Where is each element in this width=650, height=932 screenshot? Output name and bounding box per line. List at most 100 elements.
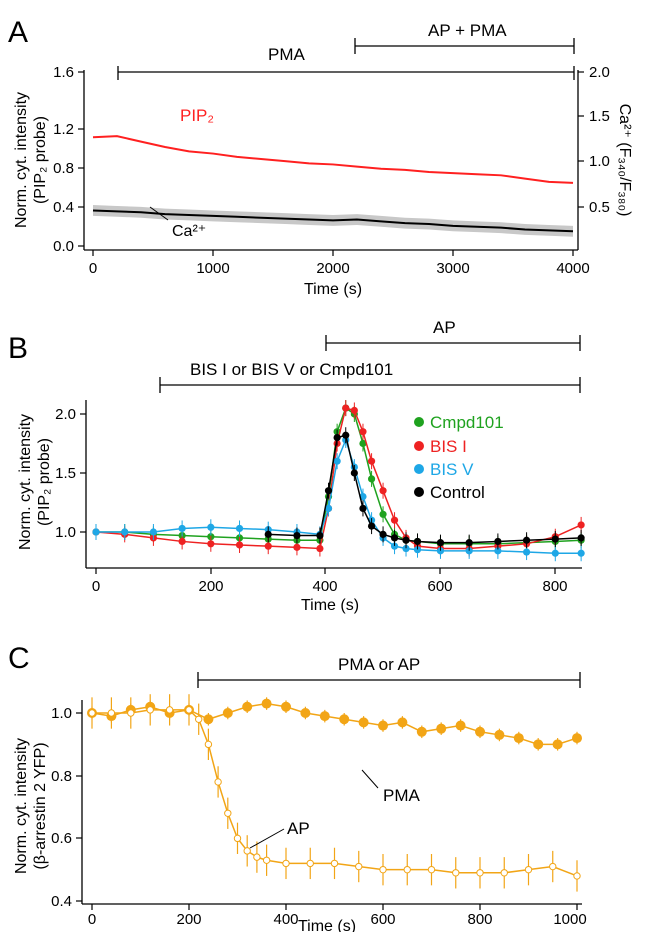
panel-c-point-pma — [358, 717, 369, 728]
panel-c-x-title: Time (s) — [298, 918, 356, 932]
panel-b-xtick-3: 600 — [427, 578, 452, 595]
panel-a-label-pip2: PIP₂ — [180, 106, 214, 125]
panel-c-point-pma — [475, 726, 485, 737]
panel-a-ap-pma-label: AP + PMA — [428, 21, 507, 40]
panel-b-y-title-line1: Norm. cyt. intensity — [17, 414, 34, 550]
panel-b-point-bis-i — [350, 406, 358, 415]
panel-c-xtick-3: 600 — [370, 911, 395, 928]
panel-b-point-control — [316, 531, 324, 540]
panel-c-ytick-3: 1.0 — [51, 705, 72, 722]
panel-b-point-bis-v — [92, 528, 100, 536]
panel-b-point-cmpd101 — [379, 510, 387, 518]
panel-b-point-bis-i — [316, 544, 324, 553]
panel-c-point-ap — [427, 865, 436, 874]
panel-c-point-ap — [195, 715, 203, 723]
legend-label-bis-i: BIS I — [430, 437, 467, 456]
panel-c-point-ap — [88, 709, 96, 717]
panel-c-point-ap — [330, 859, 339, 868]
panel-a-y-ticks-right: 0.5 1.0 1.5 2.0 — [578, 64, 610, 216]
panel-c-point-ap — [282, 859, 290, 868]
panel-c-x-ticks: 0 200 400 600 800 1000 — [88, 904, 587, 928]
panel-b-ytick-1: 1.5 — [55, 465, 76, 482]
legend-marker-bis-i — [414, 441, 424, 451]
panel-b-y-ticks: 1.0 1.5 2.0 — [55, 406, 86, 541]
panel-c-xtick-1: 200 — [176, 911, 201, 928]
panel-a-xtick-0: 0 — [89, 260, 97, 277]
panel-b-point-control — [465, 539, 473, 547]
panel-c-xtick-5: 1000 — [553, 911, 586, 928]
panel-c-letter: C — [8, 642, 30, 675]
panel-b-point-control — [436, 539, 445, 547]
panel-b-point-bis-v — [522, 548, 531, 556]
panel-c-point-pma — [552, 739, 563, 750]
panel-b-ap-label: AP — [433, 318, 456, 337]
panel-b-y-title: Norm. cyt. intensity (PIP₂ probe) — [17, 414, 53, 550]
panel-b-point-bis-v — [178, 524, 186, 533]
panel-c-y-ticks: 0.4 0.6 0.8 1.0 — [51, 705, 82, 910]
panel-c-ytick-1: 0.6 — [51, 830, 72, 847]
panel-b-xtick-4: 800 — [542, 578, 567, 595]
panel-c-point-pma — [455, 720, 466, 731]
panel-c-label-pma: PMA — [383, 786, 421, 805]
panel-a-ytick-right-1: 1.0 — [589, 153, 610, 170]
panel-a-y-ticks: 0.0 0.4 0.8 1.2 1.6 — [53, 64, 84, 255]
panel-b-letter: B — [8, 332, 28, 365]
panel-c-point-ap — [243, 847, 251, 855]
panel-b-point-control — [359, 504, 367, 512]
panel-b-point-bis-i — [293, 543, 301, 551]
panel-c-plot-area — [87, 694, 582, 892]
panel-b-point-bis-i — [367, 457, 376, 465]
panel-a-y-title-right: Ca²⁺ (F₃₄₀/F₃₈₀) — [616, 104, 633, 217]
panel-a-label-ca: Ca²⁺ — [172, 223, 206, 240]
panel-a-ytick-1: 0.4 — [53, 199, 74, 216]
panel-a-ca-pointer — [149, 206, 169, 221]
panel-c-point-ap — [476, 869, 484, 877]
panel-b-point-bis-i — [178, 537, 186, 546]
panel-a-xtick-1: 1000 — [196, 260, 229, 277]
panel-c-point-ap — [214, 778, 222, 786]
panel-c-point-ap — [549, 862, 557, 871]
panel-b-point-bis-v — [121, 528, 129, 536]
panel-b-point-control — [324, 487, 333, 495]
panel-b-point-control — [402, 536, 410, 544]
panel-b-point-control — [293, 531, 301, 540]
panel-c-xtick-2: 400 — [273, 911, 298, 928]
legend-label-control: Control — [430, 483, 485, 502]
panel-c-xtick-0: 0 — [88, 911, 96, 928]
legend-marker-control — [414, 487, 424, 497]
panel-c-y-title-line2: (β-arrestin 2 YFP) — [32, 742, 49, 869]
panel-c-y-title-line1: Norm. cyt. intensity — [13, 738, 30, 874]
panel-b-line-control — [268, 434, 582, 544]
panel-c-point-ap — [233, 834, 242, 843]
panel-c-xtick-4: 800 — [467, 911, 492, 928]
panel-b-point-bis-v — [149, 528, 158, 536]
panel-c-point-pma — [261, 698, 272, 709]
panel-a-ytick-right-2: 1.5 — [589, 108, 610, 125]
panel-b-point-bis-v — [413, 546, 422, 554]
panel-c-treatment-label: PMA or AP — [338, 655, 420, 674]
panel-b-point-bis-i — [207, 540, 215, 548]
panel-b-point-bis-i — [359, 428, 367, 436]
legend-label-bis-v: BIS V — [430, 460, 474, 479]
panel-b-point-cmpd101 — [367, 475, 376, 483]
panel-b-point-control — [577, 534, 585, 542]
panel-b-point-bis-i — [390, 516, 399, 524]
panel-a-xtick-4: 4000 — [556, 260, 589, 277]
panel-c-point-ap — [204, 740, 213, 749]
panel-c-ap-pointer — [249, 828, 285, 849]
panel-b-y-title-line2: (PIP₂ probe) — [36, 438, 53, 526]
panel-c-point-pma — [572, 733, 582, 744]
panel-b-point-bis-i — [235, 541, 244, 549]
panel-b-point-control — [413, 537, 422, 546]
panel-b-point-control — [390, 534, 399, 542]
legend-label-cmpd101: Cmpd101 — [430, 413, 504, 432]
panel-a-y-title: Norm. cyt. intensity (PIP₂ probe) — [13, 92, 49, 228]
panel-c-point-pma — [494, 729, 505, 740]
panel-a-ytick-3: 1.2 — [53, 121, 74, 138]
panel-b-point-bis-v — [402, 544, 410, 553]
panel-a-plot-area — [92, 135, 574, 237]
panel-b-point-control — [379, 530, 387, 538]
panel-b-point-control — [494, 537, 502, 546]
panel-b-point-bis-v — [465, 547, 473, 555]
